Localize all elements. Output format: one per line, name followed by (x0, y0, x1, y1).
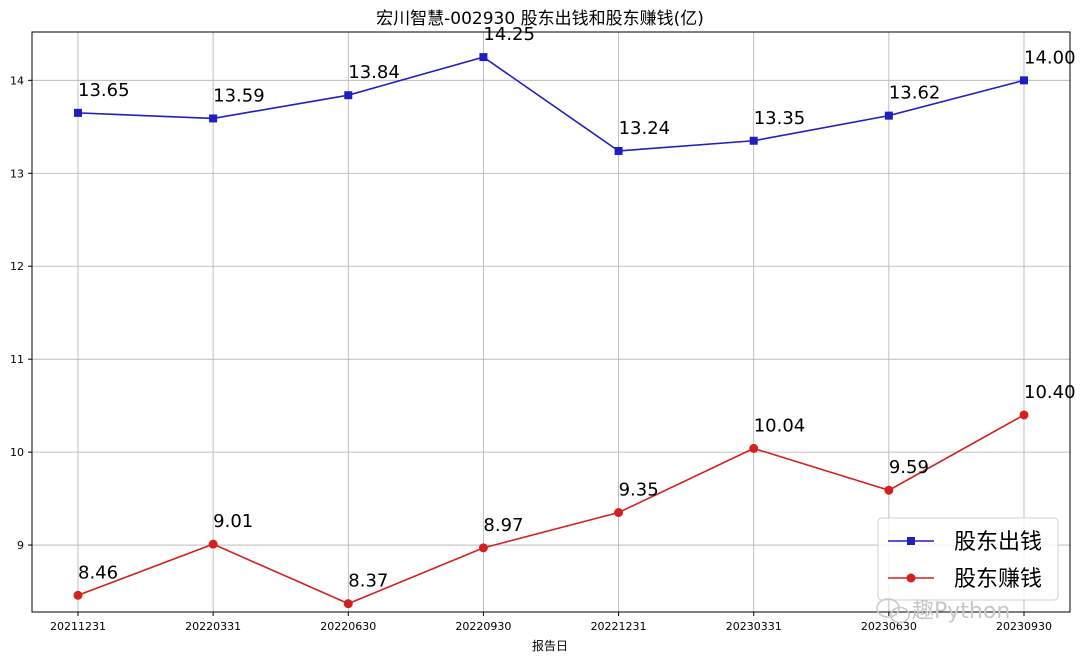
legend-marker-circle-icon (906, 573, 916, 583)
watermark-text: 趣Python (912, 599, 1010, 624)
data-point (208, 539, 218, 549)
x-tick-label: 20220630 (320, 620, 376, 633)
data-label: 14.25 (483, 24, 535, 45)
x-tick-label: 20230331 (726, 620, 782, 633)
legend-box (877, 517, 1059, 601)
data-label: 9.01 (213, 511, 253, 532)
data-label: 8.46 (78, 562, 118, 583)
data-label: 13.24 (619, 118, 671, 139)
legend-item[interactable]: 股东出钱 (888, 530, 1042, 555)
legend-label: 股东赚钱 (954, 567, 1042, 592)
series-2: 8.46 9.01 8.37 8.97 9.35 10.04 9.59 10.40 (73, 382, 1076, 609)
data-point (884, 485, 894, 495)
data-point (614, 508, 624, 518)
series-group: 13.65 13.59 13.84 14.25 13.24 13.35 13.62 14.00… (73, 24, 1076, 609)
data-label: 14.00 (1024, 47, 1076, 68)
data-label: 13.35 (754, 108, 806, 129)
x-tick-label: 20221231 (591, 620, 647, 633)
data-label: 13.59 (213, 85, 265, 106)
series-1: 13.65 13.59 13.84 14.25 13.24 13.35 13.62 14.00 (74, 24, 1076, 155)
data-point (749, 136, 758, 145)
data-point (884, 111, 893, 120)
series-line (77, 414, 1025, 605)
legend-label: 股东出钱 (954, 530, 1042, 555)
data-label: 13.62 (889, 83, 941, 104)
y-tick-label: 14 (10, 74, 24, 87)
x-tick-label: 20220331 (185, 620, 241, 633)
data-point (344, 91, 353, 100)
legend-marker-square-icon (907, 537, 915, 545)
data-point (478, 543, 488, 553)
data-label: 8.97 (483, 515, 523, 536)
data-point (749, 443, 759, 453)
x-tick-label: 20230630 (861, 620, 917, 633)
data-label: 10.40 (1024, 382, 1076, 403)
watermark: 趣Python (876, 598, 1010, 624)
data-point (614, 146, 623, 155)
data-label: 9.59 (889, 457, 929, 478)
chart-title: 宏川智慧-002930 股东出钱和股东赚钱(亿) (376, 9, 704, 29)
data-point (74, 108, 82, 117)
data-label: 13.84 (348, 62, 400, 83)
data-label: 8.37 (348, 571, 388, 592)
x-tick-label: 20230930 (996, 620, 1052, 633)
data-point (209, 114, 218, 123)
grid (32, 32, 1070, 612)
x-tick-label: 20220930 (455, 620, 511, 633)
y-tick-label: 12 (10, 260, 24, 273)
wechat-icon (876, 598, 910, 624)
data-point (343, 599, 353, 609)
data-label: 13.65 (78, 80, 130, 101)
data-point (479, 53, 488, 62)
series-line (77, 56, 1025, 152)
y-tick-label: 11 (10, 353, 24, 366)
x-axis-title: 报告日 (532, 638, 568, 653)
data-label: 9.35 (619, 480, 659, 501)
x-tick-label: 20211231 (50, 620, 106, 633)
data-point (73, 590, 83, 600)
y-tick-label: 13 (10, 167, 24, 180)
y-axis: 9 10 11 12 13 14 (10, 74, 32, 552)
data-point (1019, 410, 1029, 420)
data-label: 10.04 (754, 415, 806, 436)
data-point (1020, 76, 1028, 85)
x-axis: 20211231 20220331 20220630 20220930 20221231… (50, 612, 1052, 633)
y-tick-label: 9 (17, 539, 24, 552)
y-tick-label: 10 (10, 446, 24, 459)
legend-item[interactable]: 股东赚钱 (888, 567, 1042, 592)
plot-frame (31, 31, 1071, 613)
